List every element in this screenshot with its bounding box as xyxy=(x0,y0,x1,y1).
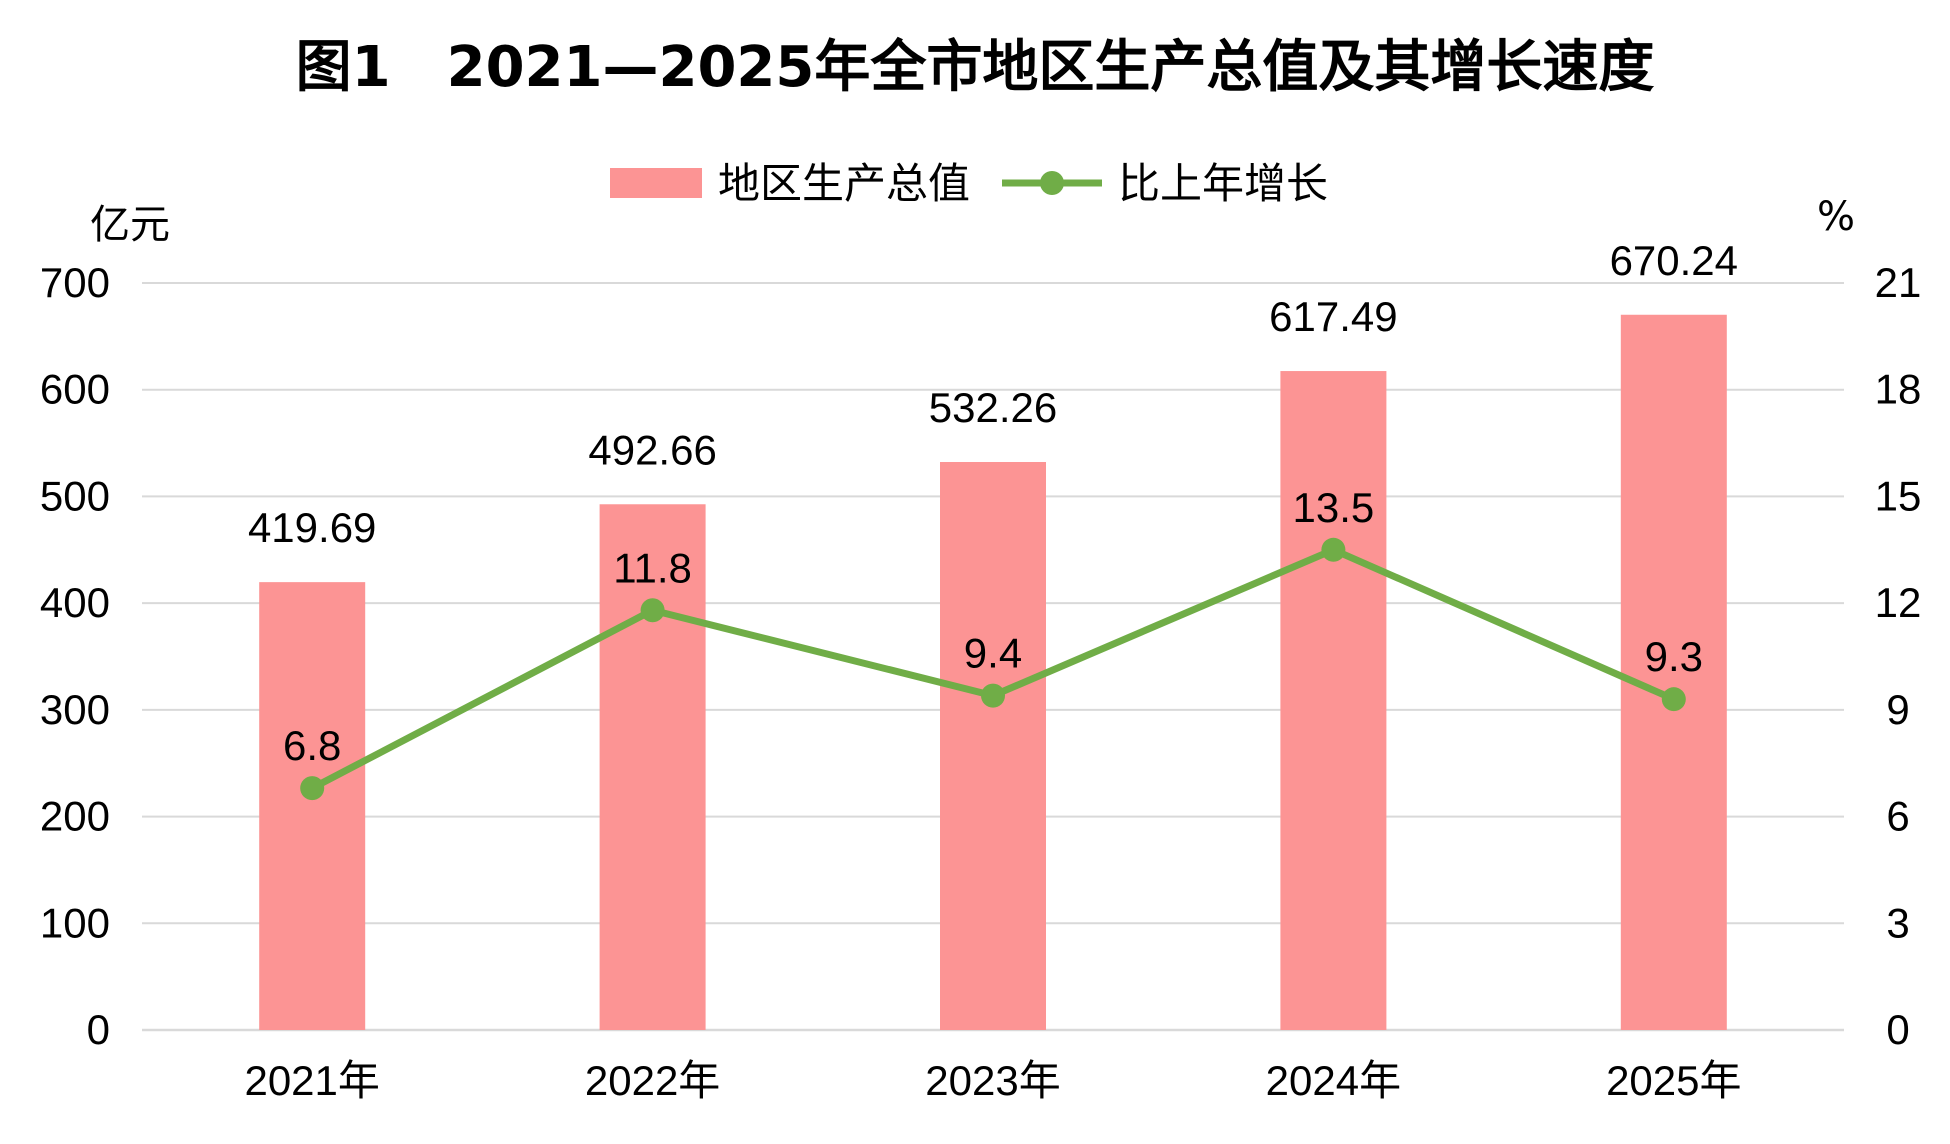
legend: 地区生产总值 比上年增长 xyxy=(610,159,1328,208)
line-series: 6.8 11.8 9.4 13.5 9.3 xyxy=(283,484,1703,801)
category-label: 2021年 xyxy=(244,1057,379,1104)
right-tick-label: 3 xyxy=(1886,899,1909,946)
bar-data-label: 670.24 xyxy=(1610,237,1738,284)
legend-swatch-growth-marker xyxy=(1040,171,1064,195)
left-tick-label: 600 xyxy=(40,366,110,413)
growth-data-label: 6.8 xyxy=(283,722,341,769)
growth-data-label: 13.5 xyxy=(1293,484,1375,531)
left-axis-ticks: 0 100 200 300 400 500 600 700 xyxy=(40,259,110,1053)
bar-gdp xyxy=(1620,314,1727,1030)
bar-gdp xyxy=(259,582,366,1030)
right-tick-label: 9 xyxy=(1886,686,1909,733)
category-axis: 2021年 2022年 2023年 2024年 2025年 xyxy=(244,1057,1741,1104)
bar-series: 419.69 492.66 532.26 617.49 670.24 xyxy=(248,237,1738,1031)
bar-gdp xyxy=(599,504,706,1030)
category-label: 2023年 xyxy=(925,1057,1060,1104)
category-label: 2022年 xyxy=(585,1057,720,1104)
right-tick-label: 6 xyxy=(1886,793,1909,840)
growth-point xyxy=(981,683,1005,708)
bar-data-label: 419.69 xyxy=(248,504,376,551)
right-tick-label: 18 xyxy=(1875,366,1922,413)
legend-label-growth: 比上年增长 xyxy=(1118,159,1328,208)
growth-point xyxy=(640,598,665,623)
left-tick-label: 700 xyxy=(40,259,110,306)
bar-data-label: 492.66 xyxy=(588,426,716,473)
left-tick-label: 500 xyxy=(40,472,110,519)
left-tick-label: 0 xyxy=(87,1006,110,1053)
growth-point xyxy=(1661,687,1686,712)
left-tick-label: 200 xyxy=(40,793,110,840)
growth-point xyxy=(300,776,325,801)
bar-gdp xyxy=(940,462,1046,1030)
right-axis-ticks: 0 3 6 9 12 15 18 21 xyxy=(1875,259,1922,1053)
growth-data-label: 11.8 xyxy=(613,544,692,591)
left-axis-unit: 亿元 xyxy=(90,202,170,248)
right-tick-label: 21 xyxy=(1875,259,1922,306)
chart-title: 图1 2021—2025年全市地区生产总值及其增长速度 xyxy=(296,35,1655,100)
bar-data-label: 532.26 xyxy=(929,384,1057,431)
legend-swatch-gdp xyxy=(610,168,702,198)
left-tick-label: 300 xyxy=(40,686,110,733)
right-tick-label: 0 xyxy=(1886,1006,1909,1053)
bar-gdp xyxy=(1280,371,1387,1031)
left-tick-label: 100 xyxy=(40,899,110,946)
category-label: 2024年 xyxy=(1266,1057,1401,1104)
category-label: 2025年 xyxy=(1606,1057,1741,1104)
legend-label-gdp: 地区生产总值 xyxy=(718,159,970,208)
right-axis-unit: % xyxy=(1817,194,1855,240)
right-tick-label: 15 xyxy=(1875,472,1922,519)
bar-data-label: 617.49 xyxy=(1269,293,1397,340)
growth-data-label: 9.4 xyxy=(964,630,1022,677)
growth-point xyxy=(1321,537,1346,562)
right-tick-label: 12 xyxy=(1875,579,1922,626)
left-tick-label: 400 xyxy=(40,579,110,626)
growth-data-label: 9.3 xyxy=(1645,633,1703,680)
